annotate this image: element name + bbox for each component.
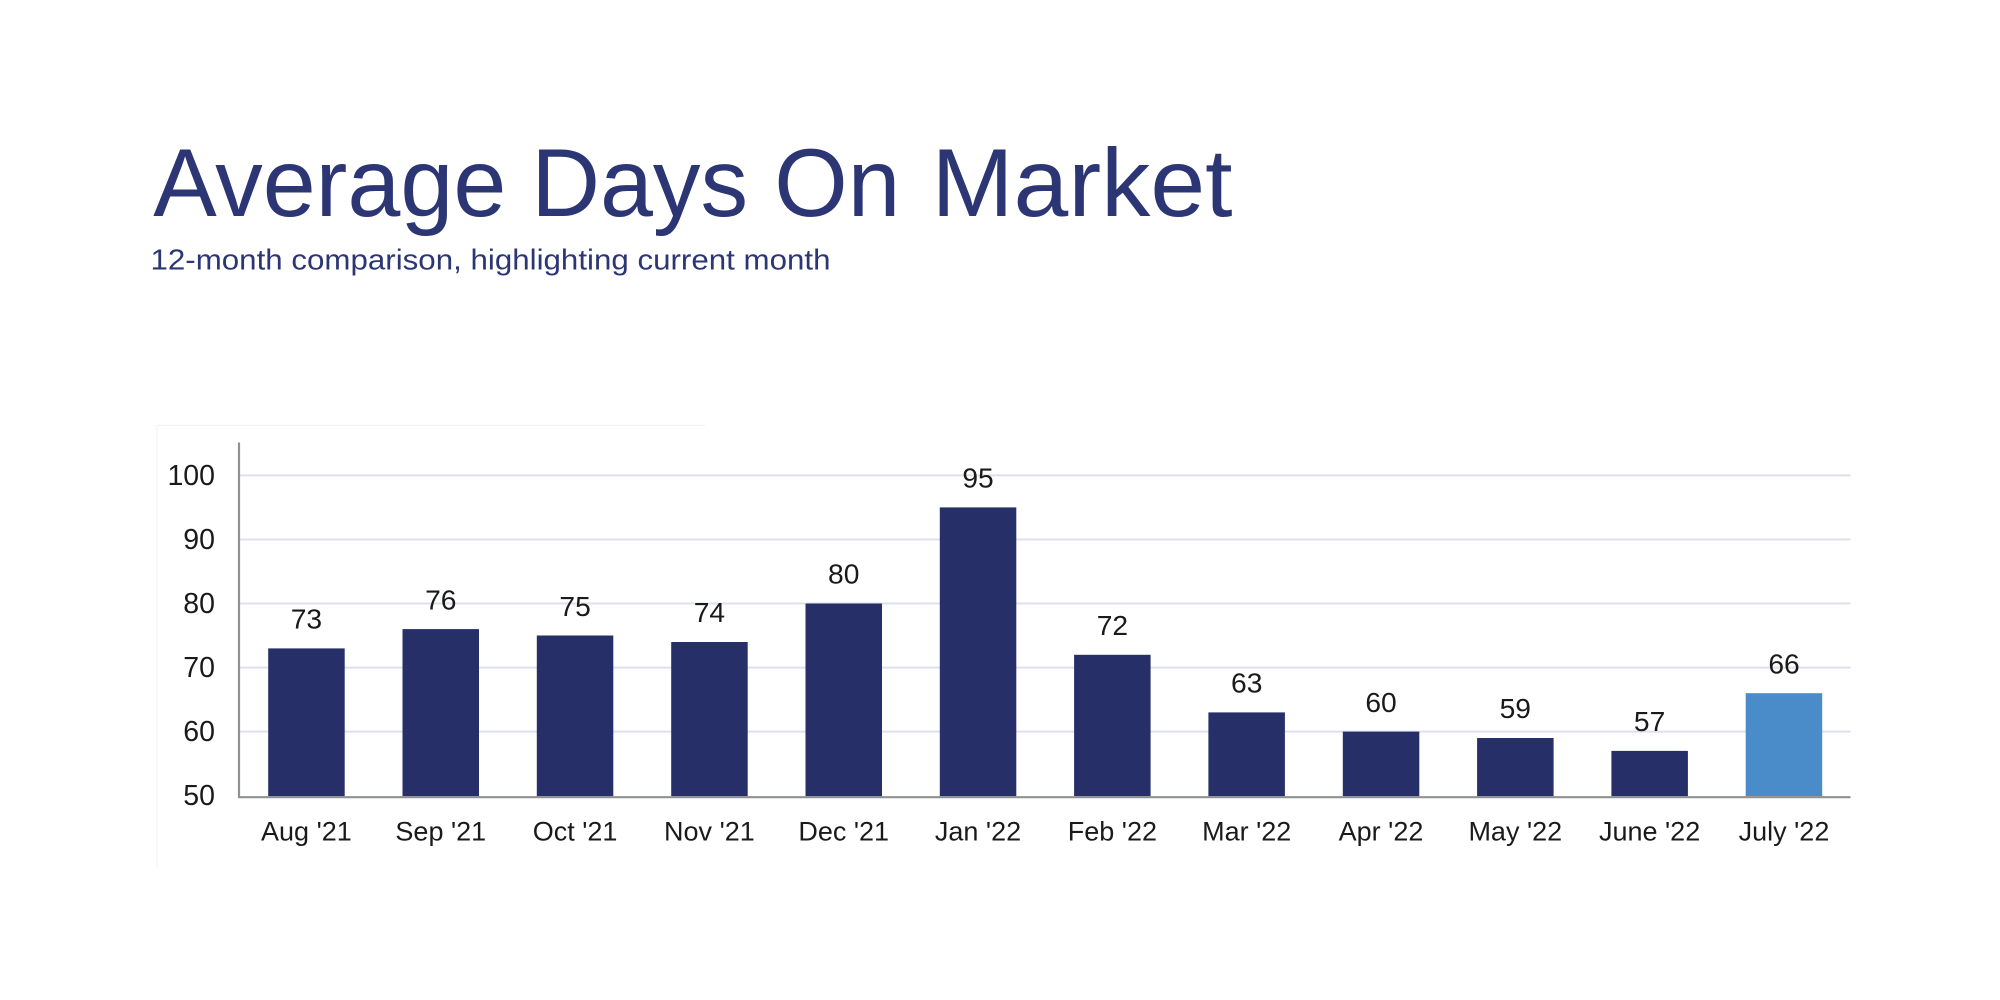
svg-text:74: 74 — [694, 596, 725, 628]
svg-text:Average: Average — [153, 129, 506, 237]
svg-text:Market: Market — [932, 129, 1233, 237]
svg-text:60: 60 — [1365, 686, 1396, 718]
svg-text:75: 75 — [559, 590, 590, 622]
svg-text:12-month comparison, highlight: 12-month comparison, highlighting curren… — [151, 245, 831, 277]
svg-text:Dec '21: Dec '21 — [798, 816, 889, 846]
svg-text:70: 70 — [183, 652, 215, 684]
svg-text:90: 90 — [183, 524, 215, 556]
svg-text:59: 59 — [1500, 692, 1531, 724]
svg-text:76: 76 — [425, 583, 456, 615]
svg-text:Oct '21: Oct '21 — [533, 816, 618, 846]
svg-text:Aug '21: Aug '21 — [261, 816, 352, 846]
svg-text:Sep '21: Sep '21 — [395, 816, 486, 846]
svg-text:June '22: June '22 — [1599, 816, 1700, 846]
svg-text:95: 95 — [962, 462, 993, 494]
svg-text:Apr '22: Apr '22 — [1339, 816, 1424, 846]
svg-text:Feb '22: Feb '22 — [1068, 816, 1157, 846]
svg-text:80: 80 — [183, 588, 215, 620]
svg-text:On: On — [774, 129, 900, 237]
svg-text:Days: Days — [531, 129, 748, 237]
svg-text:Nov '21: Nov '21 — [664, 816, 755, 846]
svg-text:80: 80 — [828, 558, 859, 590]
svg-text:73: 73 — [291, 603, 322, 635]
svg-text:63: 63 — [1231, 667, 1262, 699]
svg-text:60: 60 — [183, 716, 215, 748]
svg-text:72: 72 — [1097, 609, 1128, 641]
svg-text:July '22: July '22 — [1739, 816, 1830, 846]
svg-text:66: 66 — [1768, 647, 1799, 679]
svg-text:May '22: May '22 — [1468, 816, 1562, 846]
svg-text:Jan '22: Jan '22 — [935, 816, 1021, 846]
svg-text:100: 100 — [167, 460, 215, 492]
svg-text:57: 57 — [1634, 705, 1665, 737]
svg-text:Mar '22: Mar '22 — [1202, 816, 1291, 846]
svg-text:50: 50 — [183, 780, 215, 812]
